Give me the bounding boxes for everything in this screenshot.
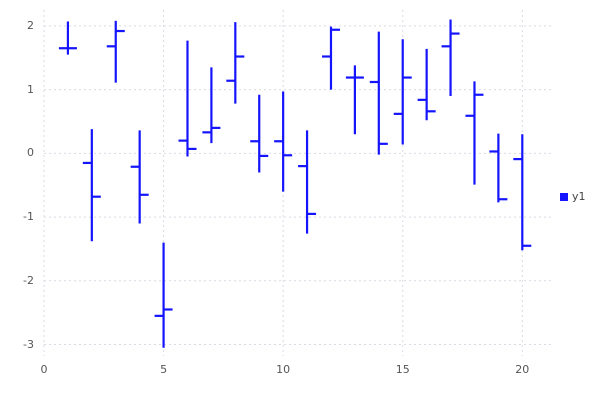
ohlc-bar	[465, 81, 484, 185]
x-tick-label: 10	[276, 363, 291, 376]
ohlc-bar	[369, 31, 388, 155]
y-tick-label: 0	[27, 146, 34, 160]
ohlc-bar	[130, 130, 149, 224]
ohlc-bar	[298, 130, 317, 234]
y-tick-label: -1	[23, 210, 34, 224]
ohlc-bar	[513, 134, 532, 251]
y-tick-label: 1	[27, 82, 34, 96]
ohlc-bar	[106, 20, 125, 83]
ohlc-bar	[321, 26, 340, 90]
ohlc-bar	[489, 133, 508, 203]
ohlc-bar	[226, 22, 245, 104]
ohlc-bar	[250, 94, 269, 173]
ohlc-bar	[58, 21, 77, 55]
ohlc-bar	[274, 91, 293, 192]
x-tick-label: 20	[515, 363, 530, 376]
y-tick-label: 2	[27, 18, 34, 32]
x-tick-label: 5	[160, 363, 168, 376]
ohlc-bar	[178, 40, 197, 157]
ohlc-bars	[58, 19, 532, 348]
ohlc-bar	[154, 242, 173, 348]
x-tick-label: 0	[40, 363, 48, 376]
ohlc-bar	[345, 65, 364, 135]
legend-swatch-y1	[560, 192, 568, 201]
ohlc-bar	[441, 19, 460, 97]
ohlc-bar	[393, 39, 412, 145]
legend-label-y1: y1	[572, 190, 586, 203]
x-tick-label: 15	[395, 363, 410, 376]
ohlc-bar	[82, 129, 101, 242]
y-tick-label: -3	[23, 337, 34, 351]
ohlc-bar	[202, 67, 221, 144]
y-tick-label: -2	[23, 273, 34, 287]
ohlc-bar	[417, 48, 436, 121]
chart-legend[interactable]: y1	[560, 190, 586, 203]
